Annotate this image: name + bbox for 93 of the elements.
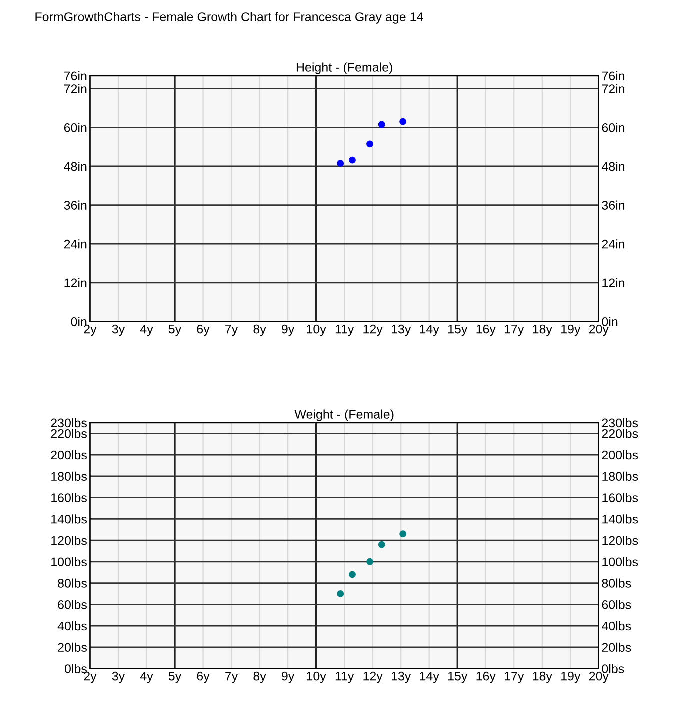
x-tick-label: 9y (282, 672, 295, 684)
y2-tick-label: 200lbs (602, 450, 638, 460)
x-tick-label: 17y (505, 324, 524, 336)
y2-tick-label: 76in (602, 71, 625, 81)
x-tick-label: 12y (364, 324, 383, 336)
point (400, 530, 407, 538)
y2-tick-label: 24in (602, 240, 625, 249)
y-tick-label: 0lbs (65, 664, 87, 674)
y2-tick-label: 100lbs (602, 557, 638, 567)
x-tick-label: 7y (226, 672, 238, 684)
chart-title: Weight - (Female) (294, 410, 394, 422)
x-tick-label: 15y (448, 672, 468, 684)
x-tick-label: 11y (336, 324, 354, 336)
y-tick-label: 76in (64, 71, 87, 81)
y2-tick-label: 140lbs (602, 514, 638, 524)
y-tick-label: 48in (64, 162, 87, 172)
y2-tick-label: 180lbs (602, 472, 638, 482)
x-tick-label: 14y (420, 324, 440, 336)
y2-tick-label: 0lbs (602, 664, 624, 674)
x-tick-label: 19y (562, 324, 581, 336)
y-tick-label: 72in (64, 84, 87, 94)
y2-tick-label: 72in (602, 84, 625, 94)
x-tick-label: 11y (336, 672, 354, 684)
chart-title: Height - (Female) (296, 62, 392, 74)
x-tick-label: 6y (197, 324, 210, 336)
y-tick-label: 120lbs (52, 536, 87, 546)
point (366, 140, 374, 148)
y2-tick-label: 12in (602, 278, 625, 288)
y2-tick-label: 80lbs (602, 578, 632, 588)
y-tick-label: 140lbs (52, 514, 87, 524)
y2-tick-label: 0in (602, 317, 618, 326)
x-tick-label: 15y (448, 324, 468, 336)
y2-tick-label: 220lbs (602, 429, 638, 438)
x-tick-label: 5y (168, 672, 182, 684)
y-tick-label: 40lbs (58, 621, 87, 631)
x-tick-label: 13y (392, 324, 412, 336)
point (366, 558, 374, 566)
x-tick-label: 9y (282, 324, 295, 336)
y-tick-label: 36in (64, 200, 87, 210)
y-tick-label: 220lbs (51, 429, 87, 438)
y2-tick-label: 40lbs (602, 621, 632, 631)
y-tick-label: 24in (64, 240, 87, 249)
point (349, 571, 356, 578)
x-tick-label: 14y (420, 672, 440, 684)
y-tick-label: 200lbs (51, 450, 87, 460)
point (378, 541, 386, 548)
x-tick-label: 12y (364, 672, 383, 684)
x-tick-label: 20y (589, 324, 609, 336)
y-tick-label: 60in (64, 123, 87, 132)
x-tick-label: 2y (84, 672, 97, 684)
x-tick-label: 20y (589, 672, 609, 684)
point (337, 590, 344, 598)
x-tick-label: 18y (533, 672, 552, 684)
point (337, 160, 344, 168)
y2-tick-label: 20lbs (602, 642, 632, 652)
x-tick-label: 5y (168, 324, 182, 336)
point (378, 121, 386, 128)
x-tick-label: 3y (112, 324, 126, 336)
y-tick-label: 12in (64, 278, 87, 288)
x-tick-label: 4y (140, 324, 154, 336)
y-tick-label: 60lbs (58, 600, 87, 610)
point (349, 156, 356, 164)
y-tick-label: 160lbs (52, 493, 87, 502)
x-tick-label: 2y (84, 324, 97, 336)
x-tick-label: 8y (254, 324, 266, 336)
x-tick-label: 8y (254, 672, 266, 684)
x-tick-label: 18y (533, 324, 552, 336)
y2-tick-label: 120lbs (602, 536, 638, 546)
y2-tick-label: 60in (602, 123, 625, 132)
x-tick-label: 6y (197, 672, 210, 684)
y-tick-label: 20lbs (58, 642, 87, 652)
y-tick-label: 80lbs (58, 578, 87, 588)
y-tick-label: 180lbs (52, 472, 87, 482)
y2-tick-label: 60lbs (602, 600, 632, 610)
x-tick-label: 10y (307, 324, 326, 336)
text: FormGrowthCharts - Female Growth Chart for Francesca Gray age 14 (36, 12, 424, 24)
y-tick-label: 0in (71, 317, 87, 326)
x-tick-label: 3y (112, 672, 126, 684)
y-tick-label: 230lbs (51, 418, 87, 428)
y2-tick-label: 48in (602, 162, 625, 172)
x-tick-label: 17y (505, 672, 524, 684)
y2-tick-label: 160lbs (602, 493, 638, 502)
y-tick-label: 100lbs (52, 557, 87, 567)
x-tick-label: 16y (476, 672, 496, 684)
y2-tick-label: 230lbs (602, 418, 638, 428)
x-tick-label: 10y (307, 672, 326, 684)
x-tick-label: 13y (392, 672, 412, 684)
y2-tick-label: 36in (602, 200, 625, 210)
x-tick-label: 4y (140, 672, 154, 684)
x-tick-label: 7y (226, 324, 238, 336)
x-tick-label: 16y (476, 324, 496, 336)
x-tick-label: 19y (562, 672, 581, 684)
point (400, 118, 407, 126)
